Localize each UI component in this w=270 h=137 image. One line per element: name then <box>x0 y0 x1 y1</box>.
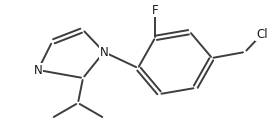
Text: Cl: Cl <box>256 28 268 41</box>
Text: N: N <box>100 45 108 58</box>
Text: F: F <box>152 4 158 16</box>
Text: N: N <box>34 64 42 76</box>
